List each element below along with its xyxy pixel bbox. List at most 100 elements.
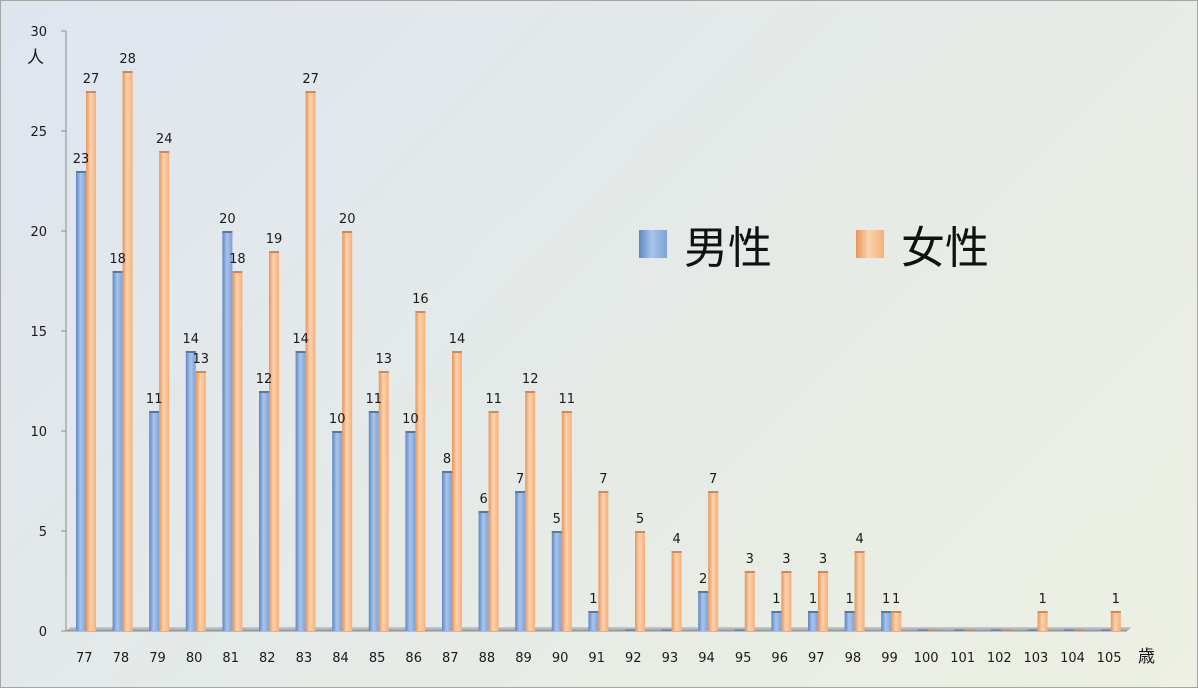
x-tick-label: 89 xyxy=(515,651,532,666)
bar-male xyxy=(405,431,416,631)
data-label-male: 6 xyxy=(479,492,487,507)
data-label-female: 1 xyxy=(892,592,900,607)
x-tick-label: 94 xyxy=(698,651,715,666)
data-label-female: 27 xyxy=(302,72,319,87)
bar-male xyxy=(149,411,160,631)
bar-male xyxy=(551,531,562,631)
y-tick-label: 15 xyxy=(30,325,47,340)
x-tick-label: 78 xyxy=(113,651,130,666)
bar-male xyxy=(295,351,306,631)
data-label-female: 11 xyxy=(485,392,502,407)
bar-male xyxy=(917,629,928,631)
x-tick-label: 91 xyxy=(588,651,605,666)
bar-male xyxy=(478,511,489,631)
bar-cap-female xyxy=(159,151,170,153)
bar-cap-male xyxy=(844,611,855,613)
data-label-female: 11 xyxy=(559,392,576,407)
x-tick-label: 86 xyxy=(405,651,422,666)
data-label-female: 3 xyxy=(782,552,790,567)
bar-cap-female xyxy=(1110,611,1121,613)
data-label-male: 1 xyxy=(809,592,817,607)
bar-cap-male xyxy=(295,351,306,353)
x-tick-label: 88 xyxy=(479,651,496,666)
y-axis-ticks: 0 5 10 15 20 25 30 xyxy=(30,25,66,640)
data-label-male: 18 xyxy=(109,252,126,267)
x-tick-label: 101 xyxy=(950,651,975,666)
bar-female xyxy=(342,231,353,631)
bar-male xyxy=(991,629,1001,631)
legend-label-male: 男性 xyxy=(684,223,772,274)
x-tick-label: 104 xyxy=(1060,651,1085,666)
data-label-female: 16 xyxy=(412,292,429,307)
y-tick-label: 10 xyxy=(30,425,47,440)
legend-swatch-male xyxy=(639,230,667,258)
bar-cap-female xyxy=(415,311,426,313)
x-tick-label: 103 xyxy=(1023,651,1048,666)
x-tick-label: 90 xyxy=(552,651,569,666)
data-label-female: 3 xyxy=(819,552,827,567)
bar-female xyxy=(305,91,316,631)
bar-female xyxy=(561,411,572,631)
data-label-female: 1 xyxy=(1112,592,1120,607)
bar-cap-female xyxy=(708,491,719,493)
x-tick-label: 87 xyxy=(442,651,459,666)
bar-cap-female xyxy=(269,251,279,253)
x-tick-label: 96 xyxy=(771,651,788,666)
x-tick-label: 83 xyxy=(296,651,313,666)
bar-female xyxy=(159,151,170,631)
bar-cap-female xyxy=(488,411,499,413)
bar-cap-male xyxy=(551,531,562,533)
data-label-male: 1 xyxy=(845,592,853,607)
bar-female xyxy=(781,571,792,631)
bar-male xyxy=(515,491,526,631)
x-tick-label: 105 xyxy=(1097,651,1122,666)
bar-female xyxy=(122,71,133,631)
data-label-male: 14 xyxy=(292,332,309,347)
bar-male xyxy=(1100,629,1111,631)
x-tick-label: 79 xyxy=(149,651,166,666)
data-label-male: 20 xyxy=(219,212,236,227)
x-tick-label: 77 xyxy=(76,651,93,666)
bar-female xyxy=(86,91,96,631)
y-tick-label: 25 xyxy=(30,125,47,140)
x-axis-unit-label: 歳 xyxy=(1138,647,1155,667)
bar-cap-female xyxy=(598,491,609,493)
bar-cap-male xyxy=(259,391,269,393)
bar-male xyxy=(661,629,672,631)
x-tick-label: 95 xyxy=(735,651,752,666)
bar-male xyxy=(625,629,635,631)
x-axis-ticks: 77 78 79 80 81 82 83 84 85 86 87 88 89 90 91 92 93 94 95 96… xyxy=(76,651,1121,666)
y-tick-label: 5 xyxy=(39,525,47,540)
x-tick-label: 99 xyxy=(881,651,898,666)
data-label-male: 2 xyxy=(699,572,707,587)
bar-female xyxy=(744,571,755,631)
bar-male xyxy=(808,611,818,631)
data-label-female: 4 xyxy=(672,532,680,547)
bar-cap-female xyxy=(378,371,389,373)
bar-female xyxy=(415,311,426,631)
bar-cap-male xyxy=(332,431,343,433)
y-tick-label: 0 xyxy=(39,625,47,640)
bar-female xyxy=(671,551,682,631)
bar-male xyxy=(954,629,965,631)
bar-female xyxy=(635,531,645,631)
bar-cap-male xyxy=(515,491,526,493)
x-tick-label: 100 xyxy=(914,651,939,666)
bar-female xyxy=(854,551,865,631)
bar-cap-female xyxy=(781,571,792,573)
bar-female xyxy=(964,629,975,631)
x-tick-label: 81 xyxy=(222,651,239,666)
bar-male xyxy=(112,271,123,631)
bar-female xyxy=(378,371,389,631)
data-label-female: 7 xyxy=(709,472,717,487)
bar-cap-female xyxy=(86,91,96,93)
bar-cap-male xyxy=(149,411,160,413)
bar-female xyxy=(232,271,243,631)
bar-cap-female xyxy=(854,551,865,553)
data-label-male: 23 xyxy=(73,152,90,167)
bar-male xyxy=(881,611,892,631)
x-tick-label: 92 xyxy=(625,651,642,666)
bar-female xyxy=(598,491,609,631)
data-label-male: 10 xyxy=(402,412,419,427)
data-label-male: 5 xyxy=(553,512,561,527)
